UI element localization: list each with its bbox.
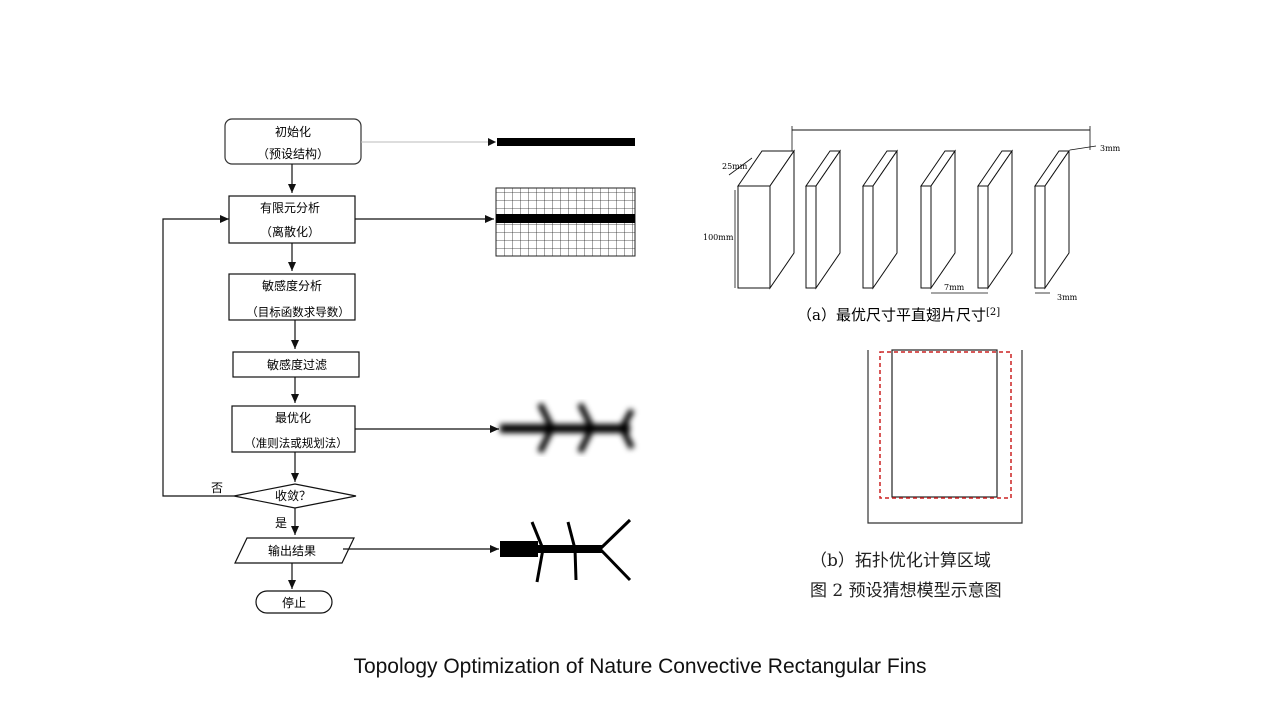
dim-fin-label: 3mm bbox=[1057, 293, 1078, 302]
fin-4 bbox=[920, 149, 956, 290]
optimizing-structure bbox=[500, 402, 635, 454]
optimize-label: 最优化 bbox=[275, 411, 311, 425]
stop-label: 停止 bbox=[282, 595, 306, 610]
converge-no-label: 否 bbox=[211, 481, 223, 495]
filter-box bbox=[232, 351, 360, 378]
domain-drawing bbox=[867, 349, 1023, 524]
sensitivity-label: 敏感度分析 bbox=[262, 278, 322, 293]
fin-caption: （a）最优尺寸平直翅片尺寸[2] bbox=[797, 306, 1000, 324]
fin-3 bbox=[862, 149, 898, 290]
slide-title: Topology Optimization of Nature Convecti… bbox=[353, 655, 927, 678]
initial-structure-bar bbox=[497, 138, 635, 146]
fea-label: 有限元分析 bbox=[260, 201, 320, 215]
fin-caption-ref: [2] bbox=[986, 307, 1000, 318]
converge-yes-label: 是 bbox=[275, 516, 287, 530]
domain-caption: （b）拓扑优化计算区域 bbox=[810, 551, 991, 571]
feedback-loop-line bbox=[162, 215, 234, 497]
fin-dimension-drawing bbox=[728, 126, 1097, 294]
result-structure bbox=[500, 518, 632, 583]
filter-label: 敏感度过滤 bbox=[267, 357, 327, 372]
fea-box bbox=[228, 195, 356, 244]
output-label: 输出结果 bbox=[268, 543, 316, 558]
optimize-sublabel: （准则法或规划法） bbox=[244, 436, 348, 450]
dim-height-label: 100mm bbox=[703, 233, 734, 242]
fea-sublabel: （离散化） bbox=[260, 224, 320, 239]
stop-box bbox=[255, 590, 333, 614]
dim-gap-label: 7mm bbox=[944, 283, 965, 292]
output-box bbox=[234, 537, 355, 564]
domain-boundary-dashed bbox=[879, 351, 1012, 499]
fin-6 bbox=[1034, 149, 1070, 290]
dim-depth-label: 25mm bbox=[722, 162, 748, 171]
converge-label: 收敛？ bbox=[275, 488, 311, 503]
converge-diamond bbox=[233, 483, 357, 509]
dim-thickness-label: 3mm bbox=[1100, 144, 1121, 153]
fin-5 bbox=[977, 149, 1013, 290]
optimize-box bbox=[231, 405, 356, 453]
fin-2 bbox=[805, 149, 841, 290]
figure-caption: 图 2 预设猜想模型示意图 bbox=[810, 581, 1002, 601]
sensitivity-box bbox=[228, 273, 356, 321]
init-label: 初始化 bbox=[275, 125, 311, 139]
init-sublabel: （预设结构） bbox=[257, 146, 329, 161]
sensitivity-sublabel: （目标函数求导数） bbox=[246, 305, 350, 319]
fin-1 bbox=[737, 149, 795, 290]
